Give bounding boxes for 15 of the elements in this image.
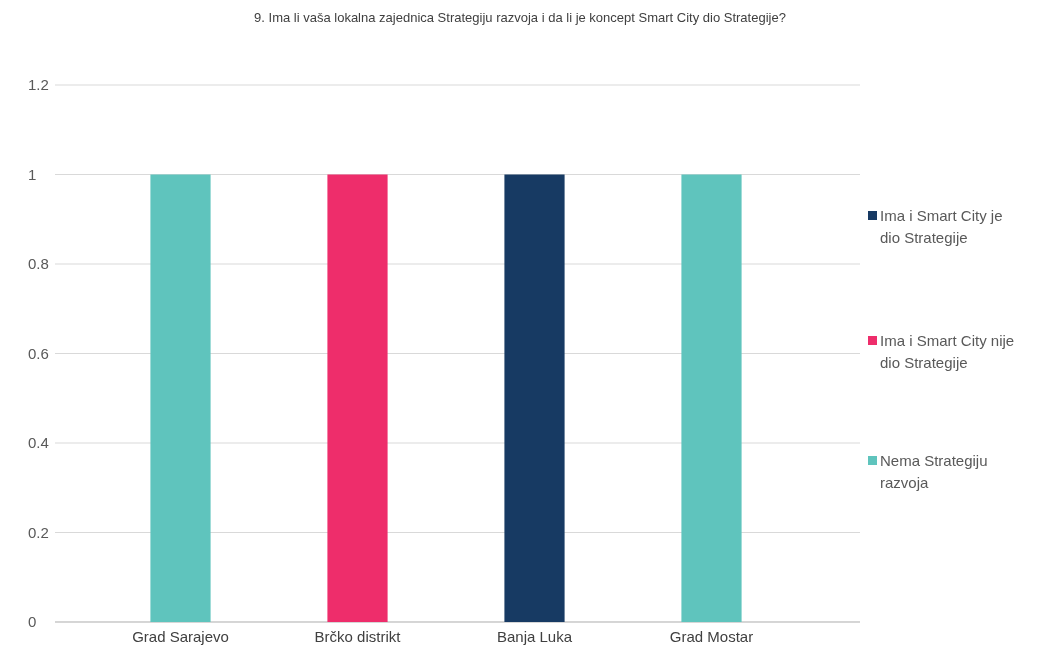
x-tick-label: Banja Luka <box>496 627 573 645</box>
x-tick-label: Brčko distrikt <box>314 627 402 645</box>
y-tick-label: 0.6 <box>28 344 49 362</box>
y-tick-label: 1 <box>28 165 37 183</box>
legend-label: Nema Strategiju razvoja <box>880 451 989 493</box>
legend-label: Ima i Smart City nije dio Strategije <box>880 331 1016 373</box>
x-tick-label: Grad Mostar <box>669 627 754 645</box>
y-tick-label: 0.2 <box>28 523 49 541</box>
x-tick-label: Grad Sarajevo <box>132 627 229 645</box>
legend-label: Ima i Smart City je dio Strategije <box>880 206 1004 248</box>
chart-title: 9. Ima li vaša lokalna zajednica Strategiju razvoja i da li je koncept Smart City dio Strategije? <box>254 10 786 25</box>
y-tick-label: 0.8 <box>28 255 49 273</box>
y-tick-label: 0.4 <box>28 434 49 452</box>
y-tick-label: 0 <box>28 613 37 631</box>
y-tick-label: 1.2 <box>28 76 49 94</box>
